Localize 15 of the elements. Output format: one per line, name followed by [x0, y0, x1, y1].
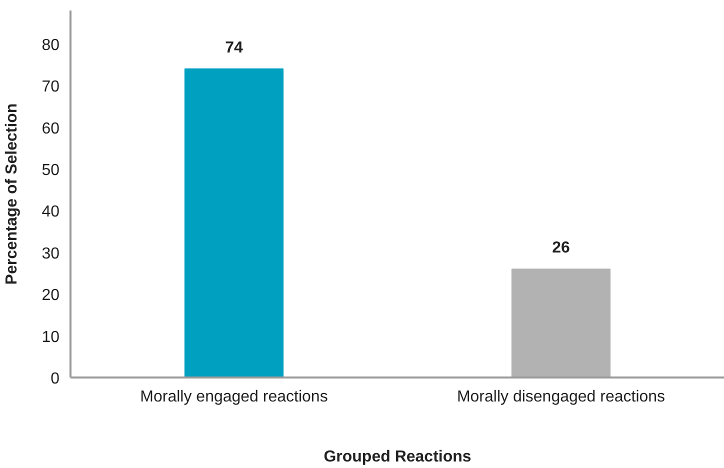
y-tick-label: 60	[42, 120, 60, 138]
x-axis-title: Grouped Reactions	[324, 448, 472, 466]
data-label: 26	[552, 240, 570, 257]
x-tick-label: Morally engaged reactions	[140, 388, 328, 406]
y-tick-label: 0	[50, 370, 60, 388]
y-tick-label: 30	[42, 245, 60, 262]
y-tick-label: 10	[42, 328, 60, 346]
y-tick-label: 80	[42, 36, 60, 54]
y-axis-title: Percentage of Selection	[4, 103, 21, 285]
y-tick-label: 50	[42, 162, 60, 179]
y-tick-label: 20	[42, 287, 60, 304]
data-label: 74	[225, 39, 243, 56]
x-tick-label: Morally disengaged reactions	[456, 388, 666, 406]
y-tick-label: 40	[42, 204, 60, 221]
y-tick-label: 70	[42, 78, 60, 96]
